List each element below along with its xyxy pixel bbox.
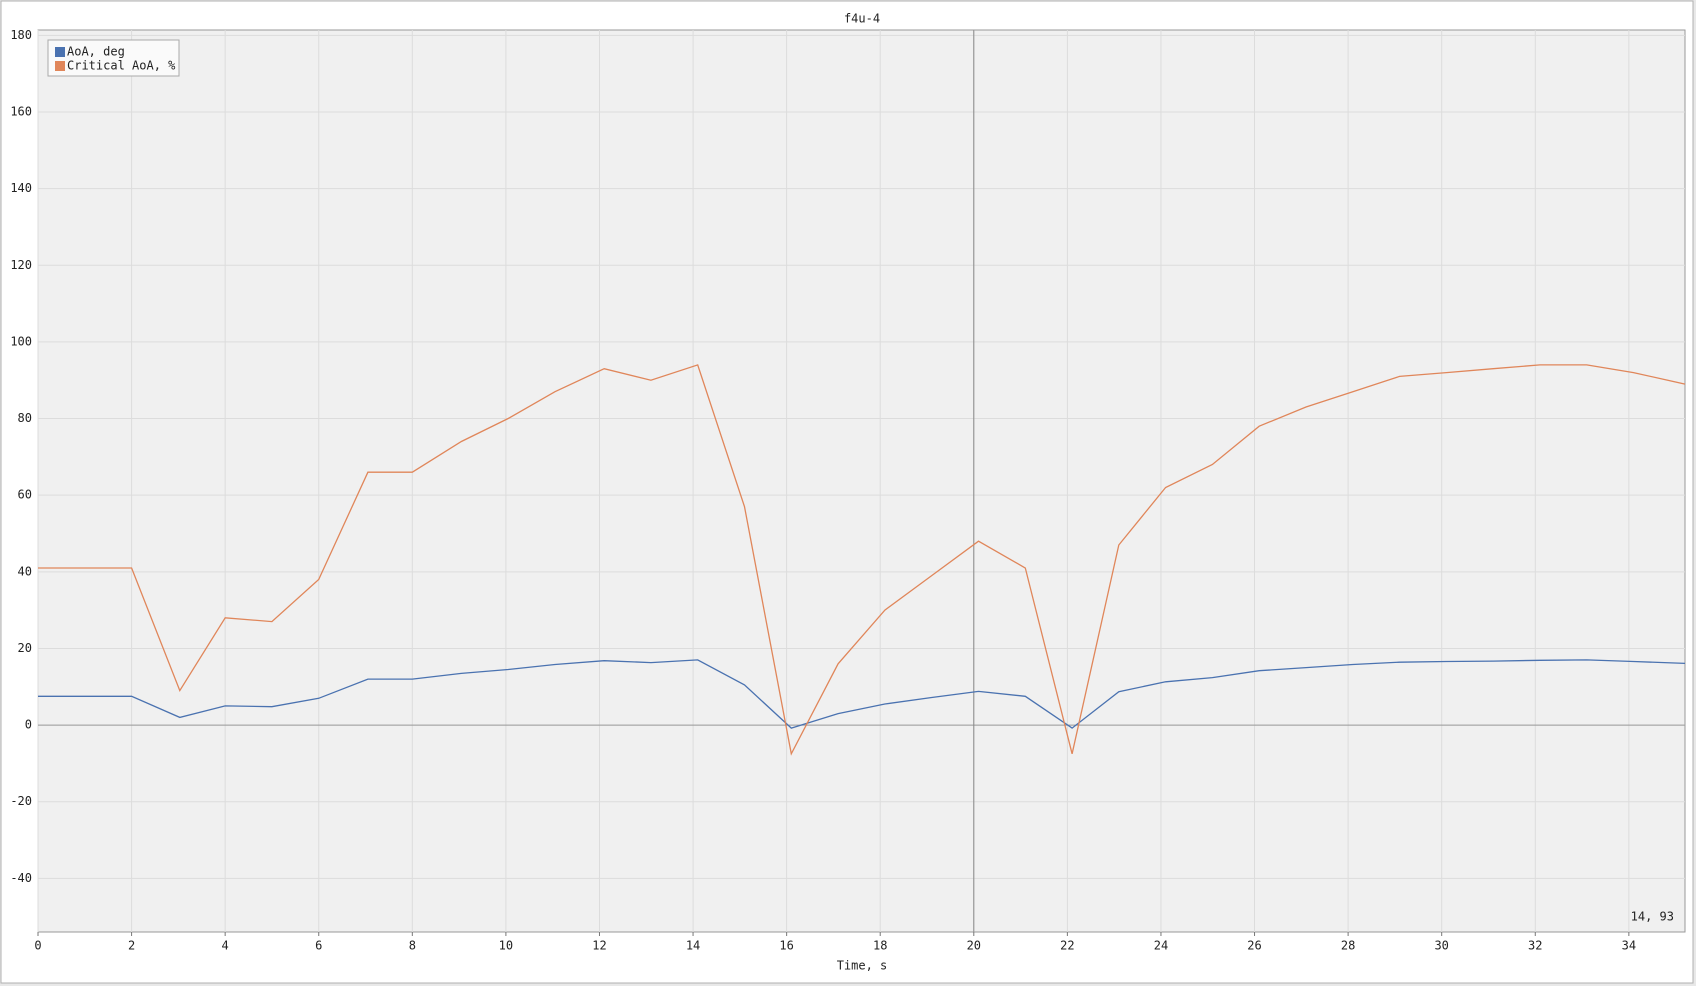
x-tick-label: 16 (779, 939, 793, 953)
y-tick-label: 60 (18, 488, 32, 502)
plot-area (37, 29, 1686, 933)
x-tick-label: 22 (1060, 939, 1074, 953)
x-tick-label: 4 (222, 939, 229, 953)
legend-swatch (55, 61, 65, 71)
legend-box (47, 39, 180, 77)
chart-title: f4u-4 (844, 12, 880, 26)
x-tick-label: 34 (1622, 939, 1636, 953)
y-tick-label: 160 (10, 105, 32, 119)
x-tick-label: 32 (1528, 939, 1542, 953)
x-tick-label: 30 (1434, 939, 1448, 953)
x-tick-label: 0 (34, 939, 41, 953)
x-tick-label: 6 (315, 939, 322, 953)
y-tick-label: -40 (10, 871, 32, 885)
y-tick-label: 100 (10, 334, 32, 348)
x-tick-label: 14 (686, 939, 700, 953)
x-tick-label: 8 (409, 939, 416, 953)
series-line (38, 659, 1686, 729)
y-tick-label: 140 (10, 181, 32, 195)
y-tick-label: 80 (18, 411, 32, 425)
x-tick-label: 28 (1341, 939, 1355, 953)
x-tick-label: 20 (967, 939, 981, 953)
x-tick-label: 18 (873, 939, 887, 953)
x-tick-label: 10 (499, 939, 513, 953)
y-tick-label: 0 (25, 718, 32, 732)
x-tick-label: 2 (128, 939, 135, 953)
x-tick-label: 26 (1247, 939, 1261, 953)
y-tick-label: 20 (18, 641, 32, 655)
cursor-readout: 14, 93 (1631, 910, 1674, 924)
legend-label: AoA, deg (67, 45, 125, 59)
x-tick-label: 24 (1154, 939, 1168, 953)
y-tick-label: 120 (10, 258, 32, 272)
series-line (38, 364, 1686, 756)
y-tick-label: 180 (10, 28, 32, 42)
x-axis-label: Time, s (837, 959, 888, 973)
legend-label: Critical AoA, % (67, 59, 176, 73)
legend-swatch (55, 47, 65, 57)
x-tick-label: 12 (592, 939, 606, 953)
y-tick-label: 40 (18, 564, 32, 578)
y-tick-label: -20 (10, 794, 32, 808)
